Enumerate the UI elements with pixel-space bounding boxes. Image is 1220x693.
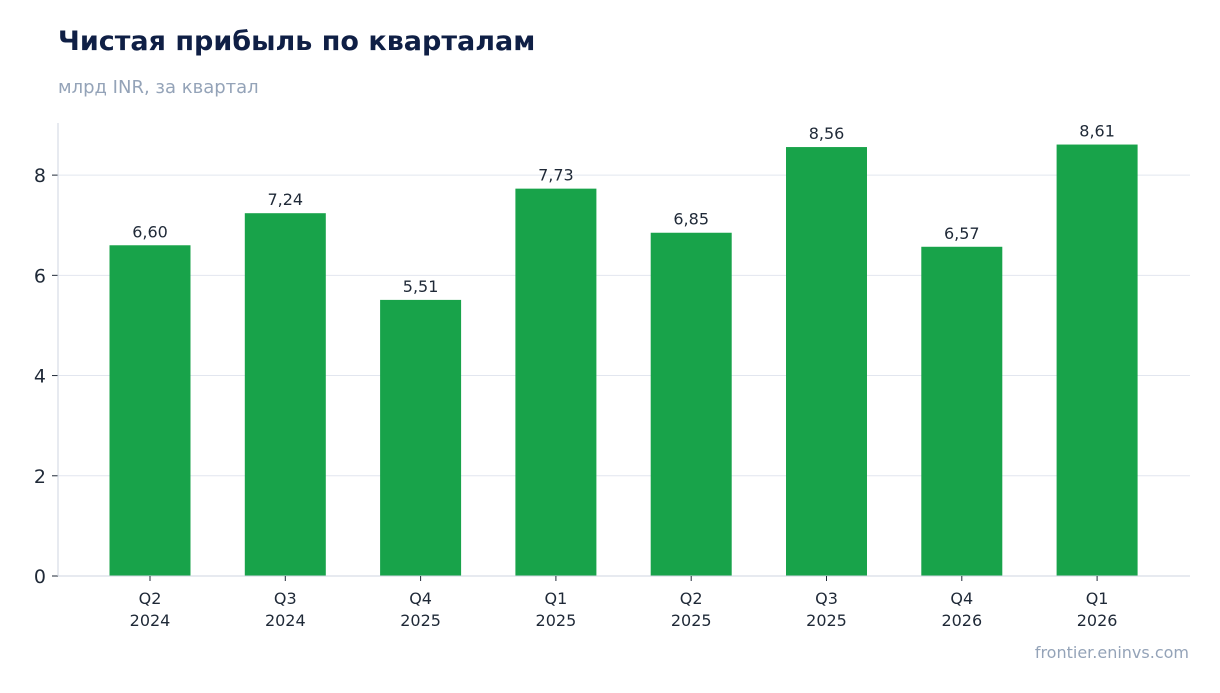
bar-value-label: 8,61 bbox=[1079, 122, 1115, 141]
x-tick-label-year: 2025 bbox=[806, 611, 847, 630]
y-tick-label: 6 bbox=[34, 265, 46, 287]
x-tick-label-year: 2025 bbox=[671, 611, 712, 630]
bar bbox=[380, 299, 462, 576]
grid-lines bbox=[58, 174, 1190, 477]
y-tick-label: 4 bbox=[34, 366, 46, 388]
labels: 0 2 4 6 8 6,60 Q2 2024 7,24 Q3 2024 5,51 Q4 2025 7,73 Q… bbox=[34, 122, 1118, 630]
x-tick-label-quarter: Q4 bbox=[950, 589, 973, 608]
bar bbox=[244, 213, 326, 577]
bar-value-label: 7,24 bbox=[267, 190, 303, 209]
chart-title: Чистая прибыль по кварталам bbox=[58, 26, 536, 57]
bar bbox=[515, 188, 597, 577]
bar bbox=[1056, 144, 1138, 577]
x-tick-label-year: 2024 bbox=[265, 611, 306, 630]
x-tick-label-quarter: Q2 bbox=[680, 589, 703, 608]
x-tick-label-year: 2026 bbox=[1077, 611, 1118, 630]
y-tick-label: 0 bbox=[34, 566, 46, 588]
x-tick-label-quarter: Q2 bbox=[139, 589, 162, 608]
bar-value-label: 5,51 bbox=[403, 277, 439, 296]
x-tick-label-year: 2024 bbox=[130, 611, 171, 630]
x-tick-label-quarter: Q1 bbox=[545, 589, 568, 608]
bar bbox=[786, 147, 867, 576]
x-tick-label-quarter: Q3 bbox=[815, 589, 838, 608]
bars bbox=[109, 144, 1138, 577]
bar-value-label: 6,85 bbox=[673, 210, 709, 229]
bar-value-label: 6,57 bbox=[944, 224, 980, 243]
x-tick-label-quarter: Q4 bbox=[409, 589, 432, 608]
source-link[interactable]: frontier.eninvs.com bbox=[1034, 643, 1189, 662]
x-tick-label-year: 2025 bbox=[536, 611, 577, 630]
axes bbox=[52, 123, 1190, 581]
bar bbox=[650, 232, 732, 577]
x-tick-label-quarter: Q3 bbox=[274, 589, 297, 608]
x-tick-label-quarter: Q1 bbox=[1086, 589, 1109, 608]
bar-value-label: 6,60 bbox=[132, 222, 168, 241]
y-tick-label: 2 bbox=[34, 466, 46, 488]
bar-value-label: 8,56 bbox=[809, 124, 845, 143]
x-tick-label-year: 2026 bbox=[941, 611, 982, 630]
bar-value-label: 7,73 bbox=[538, 166, 574, 185]
bar bbox=[109, 245, 191, 577]
x-tick-label-year: 2025 bbox=[400, 611, 441, 630]
y-tick-label: 8 bbox=[34, 165, 46, 187]
chart-subtitle: млрд INR, за квартал bbox=[58, 77, 259, 98]
bar bbox=[921, 246, 1003, 576]
